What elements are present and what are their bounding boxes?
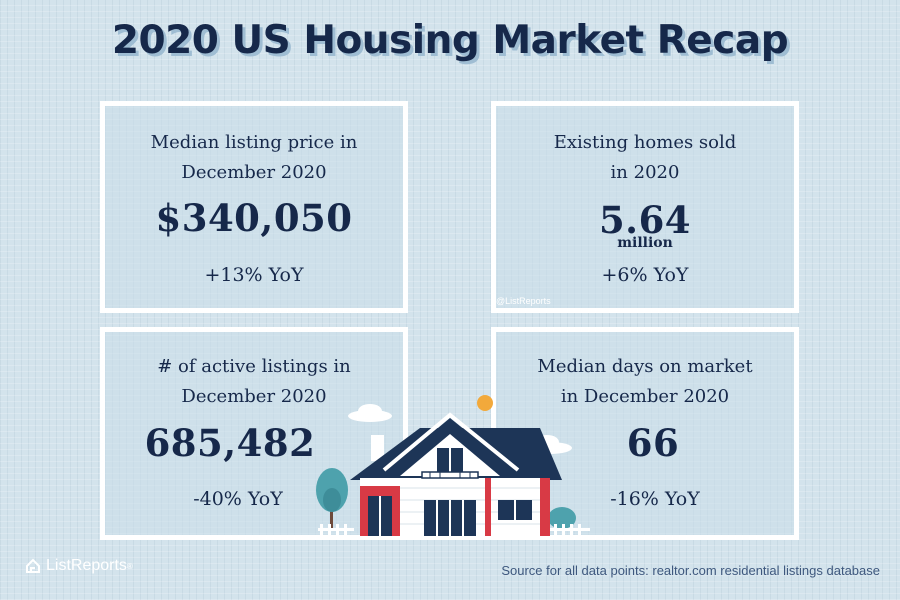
stat-unit: million bbox=[617, 235, 673, 251]
stat-label-line2: in 2020 bbox=[610, 162, 680, 183]
listreports-logo: ListReports ® bbox=[24, 557, 133, 575]
stat-label-line2: in December 2020 bbox=[560, 386, 730, 407]
stat-label: Median listing price in December 2020 bbox=[105, 128, 403, 188]
stat-label-line2: December 2020 bbox=[181, 386, 327, 407]
stat-label-line2: December 2020 bbox=[181, 162, 327, 183]
stat-label-line1: Median days on market bbox=[537, 356, 753, 377]
stat-label: # of active listings in December 2020 bbox=[105, 352, 403, 412]
logo-trademark: ® bbox=[126, 561, 133, 571]
stat-label-line1: # of active listings in bbox=[157, 356, 351, 377]
stat-label: Existing homes sold in 2020 bbox=[496, 128, 794, 188]
stat-change: -16% YoY bbox=[610, 488, 700, 510]
stat-change: +6% YoY bbox=[601, 264, 689, 286]
stat-value: 66 bbox=[626, 421, 680, 465]
stat-value: $340,050 bbox=[155, 196, 353, 240]
stat-card-existing-homes-sold: Existing homes sold in 2020 5.64 million… bbox=[491, 101, 799, 313]
stat-card-median-listing-price: Median listing price in December 2020 $3… bbox=[100, 101, 408, 313]
stat-change: +13% YoY bbox=[204, 264, 304, 286]
source-note: Source for all data points: realtor.com … bbox=[501, 563, 880, 578]
page-title: 2020 US Housing Market Recap bbox=[111, 18, 789, 63]
house-illustration bbox=[310, 395, 595, 540]
stat-label-line1: Median listing price in bbox=[150, 132, 358, 153]
stat-value: 685,482 bbox=[144, 421, 316, 465]
watermark: @ListReports bbox=[496, 296, 551, 306]
stat-change: -40% YoY bbox=[193, 488, 283, 510]
logo-text: ListReports bbox=[46, 557, 127, 574]
stat-card-active-listings: # of active listings in December 2020 68… bbox=[100, 327, 408, 540]
stat-label: Median days on market in December 2020 bbox=[496, 352, 794, 412]
stat-value: 5.64 bbox=[598, 198, 692, 242]
stat-label-line1: Existing homes sold bbox=[553, 132, 737, 153]
house-outline-icon bbox=[26, 558, 40, 573]
